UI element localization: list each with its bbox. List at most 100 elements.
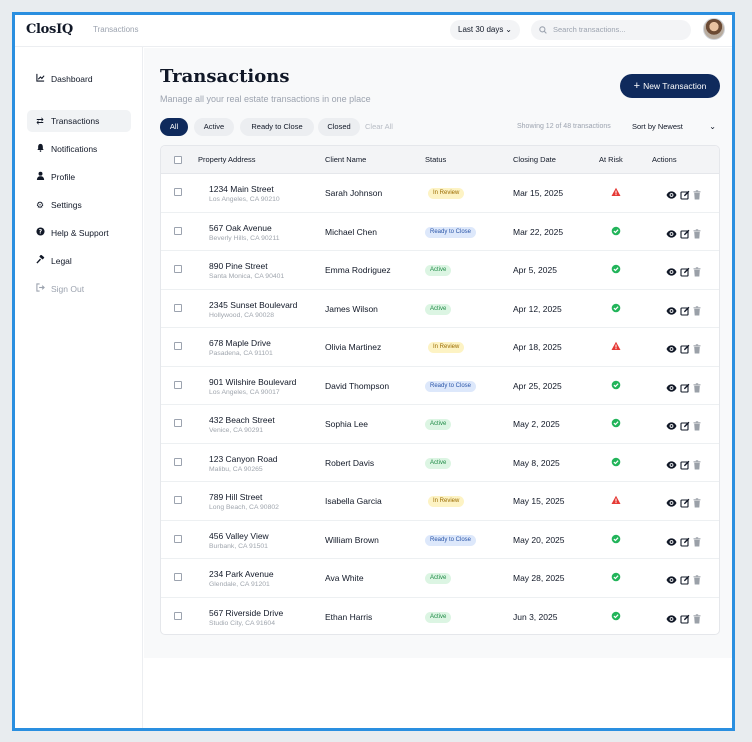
row-checkbox[interactable] <box>174 303 182 312</box>
trash-icon[interactable] <box>693 418 701 436</box>
column-header-client[interactable]: Client Name <box>325 155 367 164</box>
sidebar-item-dashboard[interactable]: Dashboard <box>27 68 131 90</box>
view-icon[interactable] <box>666 418 677 436</box>
property-address[interactable]: 678 Maple Drive <box>209 338 271 348</box>
edit-icon[interactable] <box>680 226 690 244</box>
new-transaction-button[interactable]: + New Transaction <box>620 74 720 98</box>
view-icon[interactable] <box>666 495 677 513</box>
row-checkbox[interactable] <box>174 534 182 543</box>
trash-icon[interactable] <box>693 264 701 282</box>
row-checkbox[interactable] <box>174 419 182 427</box>
table-row[interactable]: 901 Wilshire Boulevard Los Angeles, CA 9… <box>161 367 719 405</box>
row-checkbox[interactable] <box>174 573 182 581</box>
edit-icon[interactable] <box>680 187 690 205</box>
table-row[interactable]: 567 Riverside Drive Studio City, CA 9160… <box>161 598 719 635</box>
table-row[interactable]: 1234 Main Street Los Angeles, CA 90210 S… <box>161 174 719 213</box>
property-address[interactable]: 1234 Main Street <box>209 184 274 194</box>
sidebar-item-sign-out[interactable]: Sign Out <box>27 278 131 300</box>
property-address[interactable]: 567 Riverside Drive <box>209 607 284 618</box>
property-address[interactable]: 789 Hill Street <box>209 492 263 502</box>
row-checkbox[interactable] <box>174 188 182 196</box>
property-address[interactable]: 234 Park Avenue <box>209 569 274 579</box>
edit-icon[interactable] <box>680 534 690 552</box>
view-icon[interactable] <box>666 380 677 398</box>
view-icon[interactable] <box>666 187 677 205</box>
edit-icon[interactable] <box>680 495 690 513</box>
column-header-address[interactable]: Property Address <box>198 155 256 164</box>
trash-icon[interactable] <box>693 611 701 629</box>
sidebar-item-profile[interactable]: Profile <box>27 166 131 188</box>
row-checkbox[interactable] <box>174 380 182 389</box>
property-address[interactable]: 901 Wilshire Boulevard <box>209 376 297 387</box>
edit-icon[interactable] <box>680 572 690 590</box>
edit-icon[interactable] <box>680 264 690 282</box>
table-row[interactable]: 2345 Sunset Boulevard Hollywood, CA 9002… <box>161 290 719 328</box>
filter-chip-closed[interactable]: Closed <box>318 118 360 136</box>
table-row[interactable]: 234 Park Avenue Glendale, CA 91201 Ava W… <box>161 559 719 598</box>
trash-icon[interactable] <box>693 380 701 398</box>
row-checkbox[interactable] <box>174 611 182 620</box>
avatar[interactable] <box>703 18 725 40</box>
view-icon[interactable] <box>666 341 677 359</box>
edit-icon[interactable] <box>680 611 690 629</box>
sort-select[interactable]: Sort by Newest ⌄ <box>626 118 720 136</box>
view-icon[interactable] <box>666 264 677 282</box>
row-checkbox[interactable] <box>174 265 182 273</box>
trash-icon[interactable] <box>693 187 701 205</box>
table-row[interactable]: 567 Oak Avenue Beverly Hills, CA 90211 M… <box>161 213 719 251</box>
property-address[interactable]: 432 Beach Street <box>209 415 275 425</box>
sidebar-item-legal[interactable]: Legal <box>27 250 131 272</box>
trash-icon[interactable] <box>693 572 701 590</box>
table-row[interactable]: 123 Canyon Road Malibu, CA 90265 Robert … <box>161 444 719 482</box>
table-row[interactable]: 890 Pine Street Santa Monica, CA 90401 E… <box>161 251 719 290</box>
view-icon[interactable] <box>666 303 677 321</box>
view-icon[interactable] <box>666 534 677 552</box>
row-checkbox[interactable] <box>174 226 182 235</box>
filter-chip-all[interactable]: All <box>160 118 188 136</box>
sidebar-item-help[interactable]: ? Help & Support <box>27 222 131 244</box>
breadcrumb[interactable]: Transactions <box>93 25 139 34</box>
trash-icon[interactable] <box>693 457 701 475</box>
column-header-risk[interactable]: At Risk <box>599 155 623 164</box>
select-all-checkbox[interactable] <box>174 156 182 164</box>
view-icon[interactable] <box>666 226 677 244</box>
edit-icon[interactable] <box>680 457 690 475</box>
clear-filters-link[interactable]: Clear All <box>365 122 393 131</box>
row-checkbox[interactable] <box>174 342 182 350</box>
app-logo[interactable]: ClosIQ <box>26 22 73 37</box>
sidebar-item-settings[interactable]: ⚙ Settings <box>27 194 131 216</box>
property-address[interactable]: 567 Oak Avenue <box>209 222 272 233</box>
column-header-status[interactable]: Status <box>425 155 447 164</box>
property-address[interactable]: 456 Valley View <box>209 530 269 541</box>
property-city: Studio City, CA 91604 <box>209 619 275 627</box>
search-input[interactable]: Search transactions... <box>531 20 691 40</box>
property-address[interactable]: 890 Pine Street <box>209 261 268 271</box>
row-checkbox[interactable] <box>174 457 182 466</box>
edit-icon[interactable] <box>680 303 690 321</box>
property-address[interactable]: 123 Canyon Road <box>209 453 278 464</box>
view-icon[interactable] <box>666 457 677 475</box>
property-address[interactable]: 2345 Sunset Boulevard <box>209 299 298 310</box>
table-row[interactable]: 456 Valley View Burbank, CA 91501 Willia… <box>161 521 719 559</box>
edit-icon[interactable] <box>680 418 690 436</box>
filter-chip-active[interactable]: Active <box>194 118 234 136</box>
trash-icon[interactable] <box>693 495 701 513</box>
edit-icon[interactable] <box>680 341 690 359</box>
column-header-date[interactable]: Closing Date <box>513 155 556 164</box>
trash-icon[interactable] <box>693 303 701 321</box>
view-icon[interactable] <box>666 572 677 590</box>
row-checkbox[interactable] <box>174 496 182 504</box>
filter-chip-ready-to-close[interactable]: Ready to Close <box>240 118 314 136</box>
table-row[interactable]: 789 Hill Street Long Beach, CA 90802 Isa… <box>161 482 719 521</box>
table-row[interactable]: 678 Maple Drive Pasadena, CA 91101 Olivi… <box>161 328 719 367</box>
sidebar-item-transactions[interactable]: ⇄ Transactions <box>27 110 131 132</box>
edit-icon[interactable] <box>680 380 690 398</box>
table-row[interactable]: 432 Beach Street Venice, CA 90291 Sophia… <box>161 405 719 444</box>
view-icon[interactable] <box>666 611 677 629</box>
trash-icon[interactable] <box>693 534 701 552</box>
period-select[interactable]: Last 30 days ⌄ <box>450 20 520 40</box>
chevron-down-icon: ⌄ <box>709 122 716 131</box>
trash-icon[interactable] <box>693 226 701 244</box>
sidebar-item-notifications[interactable]: Notifications <box>27 138 131 160</box>
trash-icon[interactable] <box>693 341 701 359</box>
